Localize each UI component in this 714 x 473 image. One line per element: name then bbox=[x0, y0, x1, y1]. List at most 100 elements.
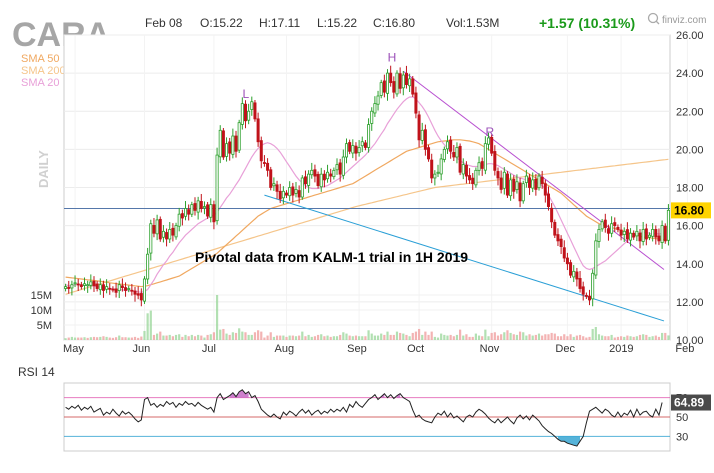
volume-bar bbox=[96, 337, 99, 340]
volume-bar bbox=[446, 335, 449, 340]
candle-body bbox=[165, 232, 169, 240]
candle-body bbox=[76, 283, 80, 286]
candle-body bbox=[168, 229, 172, 240]
volume-bar bbox=[282, 335, 285, 340]
last-price-tag: 16.80 bbox=[671, 202, 711, 219]
candle-body bbox=[449, 139, 453, 152]
volume-bar bbox=[503, 332, 506, 340]
x-tick-label: Oct bbox=[407, 343, 424, 355]
candle-body bbox=[600, 221, 604, 230]
volume-bar bbox=[140, 336, 143, 340]
volume-bar bbox=[436, 337, 440, 340]
candle-body bbox=[139, 293, 143, 301]
candle-body bbox=[641, 229, 645, 242]
candle-body bbox=[250, 101, 254, 110]
candle-body bbox=[439, 158, 443, 175]
candle-body bbox=[657, 235, 661, 242]
candle-body bbox=[543, 183, 547, 196]
price-tick-label: 24.00 bbox=[676, 68, 704, 80]
price-tick-label: 18.00 bbox=[676, 183, 704, 195]
volume-bar bbox=[298, 335, 301, 340]
volume-bar bbox=[477, 335, 481, 340]
candle-body bbox=[606, 228, 610, 234]
volume-bar bbox=[645, 334, 648, 340]
volume-bar bbox=[582, 336, 585, 340]
volume-bar bbox=[152, 334, 156, 340]
volume-bar bbox=[133, 336, 137, 340]
candle-body bbox=[625, 229, 629, 240]
candle-body bbox=[496, 171, 500, 179]
volume-bar bbox=[414, 331, 418, 340]
candle-body bbox=[619, 229, 623, 236]
candle-body bbox=[632, 232, 636, 238]
candle-body bbox=[629, 232, 633, 241]
candle-body bbox=[300, 177, 304, 198]
candle-body bbox=[272, 183, 276, 187]
candle-body bbox=[193, 203, 197, 211]
candle-body bbox=[231, 135, 235, 155]
candle-body bbox=[389, 72, 393, 84]
volume-bar bbox=[269, 332, 272, 340]
volume-bar bbox=[219, 329, 222, 340]
candle-body bbox=[247, 110, 251, 121]
volume-bar bbox=[77, 337, 80, 340]
volume-bar bbox=[452, 336, 455, 340]
candle-body bbox=[578, 278, 582, 289]
candle-body bbox=[474, 169, 478, 186]
volume-bar bbox=[149, 310, 152, 340]
candle-body bbox=[190, 204, 194, 215]
volume-bar bbox=[260, 331, 263, 340]
candle-body bbox=[120, 285, 124, 288]
candle-body bbox=[569, 262, 573, 276]
candle-body bbox=[351, 145, 355, 154]
candle-body bbox=[240, 103, 244, 125]
finviz-brand[interactable]: finviz.com bbox=[647, 12, 707, 27]
candle-body bbox=[452, 152, 456, 158]
candle-body bbox=[177, 213, 181, 227]
volume-bar bbox=[111, 337, 115, 340]
volume-bar bbox=[73, 337, 77, 340]
rsi-indicator: 70503064.89 bbox=[64, 389, 711, 447]
volume-bar bbox=[566, 336, 569, 340]
volume-bar bbox=[253, 332, 257, 340]
volume-bar bbox=[380, 333, 383, 340]
candle-body bbox=[458, 145, 462, 173]
volume-bar bbox=[275, 335, 279, 340]
volume-bar bbox=[481, 336, 484, 340]
volume-bar bbox=[307, 334, 310, 340]
volume-bar bbox=[83, 337, 86, 340]
candle-body bbox=[559, 238, 563, 247]
volume-bar bbox=[228, 334, 231, 340]
volume-bar bbox=[310, 336, 313, 340]
rsi-value-box bbox=[671, 394, 711, 411]
candle-body bbox=[414, 92, 418, 114]
volume-bar bbox=[124, 337, 127, 340]
candle-body bbox=[499, 177, 503, 190]
rsi-tick-label: 50 bbox=[676, 412, 688, 424]
volume-bar bbox=[263, 337, 266, 340]
price-tick-label: 16.00 bbox=[676, 221, 704, 233]
volume-bar bbox=[373, 335, 376, 340]
candle-body bbox=[360, 141, 364, 147]
candle-body bbox=[433, 173, 437, 179]
volume-bar bbox=[604, 336, 607, 340]
candle-body bbox=[278, 190, 282, 200]
volume-bar bbox=[257, 330, 260, 340]
volume-bar bbox=[610, 334, 613, 340]
volume-bar bbox=[313, 336, 317, 340]
candle-body bbox=[146, 253, 150, 280]
volume-bar bbox=[272, 336, 275, 340]
volume-bar bbox=[626, 335, 629, 340]
candle-body bbox=[316, 173, 320, 186]
volume-bar bbox=[607, 336, 610, 340]
volume-bar bbox=[484, 329, 487, 340]
candle-body bbox=[92, 280, 96, 287]
volume-bar bbox=[594, 326, 597, 340]
candle-body bbox=[294, 189, 298, 194]
candle-body bbox=[597, 229, 601, 242]
candle-body bbox=[468, 175, 472, 181]
volume-bar bbox=[102, 336, 105, 340]
candle-body bbox=[644, 228, 648, 240]
candle-body bbox=[610, 223, 614, 234]
candle-body bbox=[471, 177, 475, 185]
